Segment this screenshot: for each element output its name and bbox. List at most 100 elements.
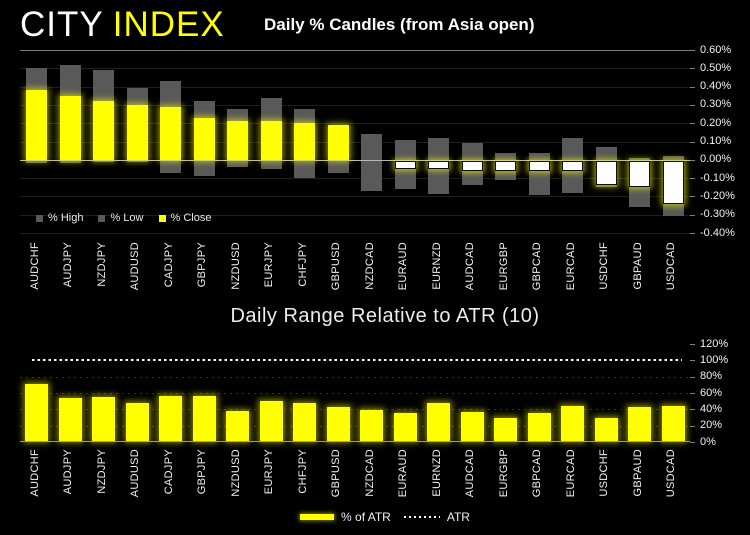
- x-category-label-atr-nzdusd: NZDUSD: [229, 449, 242, 497]
- x-category-label-gbpusd: GBPUSD: [330, 242, 343, 291]
- grid-line: [20, 123, 690, 125]
- y-axis-label: 40%: [700, 402, 723, 415]
- legend-item-low: % Low: [98, 212, 144, 224]
- candle-close-bar-nzdjpy: [93, 101, 115, 160]
- x-category-label-atr-usdcad: USDCAD: [665, 449, 678, 498]
- candle-close-bar-nzdusd: [227, 121, 249, 160]
- candle-close-bar-gbpjpy: [193, 117, 215, 160]
- x-category-label-nzdcad: NZDCAD: [363, 242, 376, 290]
- atr-bar-eurnzd: [427, 402, 451, 441]
- atr-bar-audusd: [125, 402, 149, 441]
- x-category-label-audusd: AUDUSD: [129, 242, 142, 291]
- y-axis-tick: [690, 214, 695, 216]
- x-category-label-atr-chfjpy: CHFJPY: [296, 449, 309, 494]
- y-axis-tick: [690, 409, 695, 411]
- y-axis-tick: [690, 68, 695, 70]
- x-category-label-atr-euraud: EURAUD: [397, 449, 410, 498]
- y-axis-tick: [690, 196, 695, 198]
- atr-bar-nzdusd: [226, 411, 250, 441]
- x-category-label-eurgbp: EURGBP: [497, 242, 510, 291]
- x-category-label-atr-gbpusd: GBPUSD: [330, 449, 343, 498]
- logo-index-text: INDEX: [112, 5, 225, 44]
- y-axis-tick: [690, 86, 695, 88]
- y-axis-label: 0.60%: [700, 43, 732, 56]
- atr-bar-cadjpy: [159, 395, 183, 441]
- legend-label-high: % High: [48, 212, 84, 224]
- x-category-label-atr-gbpjpy: GBPJPY: [196, 449, 209, 495]
- x-category-label-euraud: EURAUD: [397, 242, 410, 291]
- y-axis-label: -0.30%: [700, 208, 735, 221]
- grid-line: [20, 86, 690, 88]
- y-axis-label: 0.40%: [700, 80, 732, 93]
- atr-chart-title: Daily Range Relative to ATR (10): [230, 305, 540, 327]
- atr-bar-swatch-icon: [300, 514, 335, 520]
- y-axis-tick: [690, 344, 695, 345]
- x-category-label-atr-eurgbp: EURGBP: [497, 449, 510, 498]
- atr-chart-plot: [20, 344, 690, 442]
- atr-bar-chfjpy: [293, 402, 317, 441]
- atr-bar-eurgbp: [494, 418, 518, 441]
- legend-item-close: % Close: [158, 212, 212, 224]
- x-category-label-atr-audusd: AUDUSD: [129, 449, 142, 498]
- y-axis-tick: [690, 141, 695, 143]
- x-category-label-eurnzd: EURNZD: [430, 242, 443, 290]
- x-category-label-atr-eurjpy: EURJPY: [263, 449, 276, 495]
- atr-bar-usdcad: [661, 406, 685, 441]
- y-axis-tick: [690, 233, 695, 234]
- candle-close-bar-usdcad: [662, 160, 684, 204]
- candle-close-bar-audusd: [126, 104, 148, 160]
- y-axis-label: 120%: [700, 337, 729, 350]
- grid-line-dotted: [20, 376, 690, 378]
- candle-close-bar-eurcad: [562, 160, 584, 171]
- grid-line: [20, 50, 690, 51]
- candles-chart-title: Daily % Candles (from Asia open): [264, 15, 535, 34]
- x-category-label-audjpy: AUDJPY: [62, 242, 75, 288]
- y-axis-label: 0.50%: [700, 61, 732, 74]
- x-category-label-gbpaud: GBPAUD: [631, 242, 644, 290]
- x-category-label-atr-gbpcad: GBPCAD: [531, 449, 544, 498]
- x-category-label-nzdjpy: NZDJPY: [95, 242, 108, 287]
- legend-label-atr: ATR: [446, 510, 470, 524]
- candle-range-bar-nzdcad: [361, 134, 383, 191]
- zero-line: [20, 159, 690, 161]
- y-axis-tick: [690, 123, 695, 125]
- x-category-label-atr-eurcad: EURCAD: [564, 449, 577, 498]
- atr-bar-euraud: [393, 413, 417, 441]
- grid-line-dotted: [20, 425, 690, 427]
- atr-bar-eurjpy: [259, 401, 283, 441]
- grid-line: [20, 141, 690, 143]
- y-axis-label: 0.10%: [700, 135, 732, 147]
- atr-bar-audchf: [25, 384, 49, 441]
- high-swatch-icon: [36, 214, 43, 222]
- x-category-label-atr-usdchf: USDCHF: [598, 449, 611, 497]
- x-category-label-chfjpy: CHFJPY: [296, 242, 309, 287]
- candle-close-bar-chfjpy: [294, 123, 316, 160]
- legend-label-close: % Close: [170, 212, 212, 224]
- legend-label-low: % Low: [110, 212, 144, 224]
- grid-line-dotted: [20, 393, 690, 394]
- candle-close-bar-audcad: [461, 160, 483, 171]
- x-axis-baseline: [20, 441, 690, 442]
- x-category-label-atr-nzdjpy: NZDJPY: [95, 449, 108, 494]
- y-axis-tick: [690, 393, 695, 394]
- legend-item-high: % High: [36, 212, 83, 224]
- x-category-label-atr-gbpaud: GBPAUD: [631, 449, 644, 497]
- atr-bar-nzdcad: [360, 410, 384, 441]
- atr-dotted-swatch-icon: [403, 516, 440, 518]
- atr-bar-gbpaud: [628, 406, 652, 441]
- x-category-label-atr-audjpy: AUDJPY: [62, 449, 75, 495]
- y-axis-label: 100%: [700, 353, 729, 366]
- x-category-label-eurcad: EURCAD: [564, 242, 577, 291]
- x-category-label-gbpcad: GBPCAD: [531, 242, 544, 291]
- y-axis-label: 80%: [700, 370, 723, 383]
- x-category-label-atr-audcad: AUDCAD: [464, 449, 477, 498]
- y-axis-label: 0.00%: [700, 153, 732, 166]
- atr-dotted-line: [32, 359, 682, 362]
- candle-close-bar-eurjpy: [260, 121, 282, 160]
- x-category-label-atr-nzdcad: NZDCAD: [363, 449, 376, 497]
- candle-close-bar-eurgbp: [495, 160, 517, 171]
- y-axis-label: -0.10%: [700, 171, 735, 184]
- grid-line: [20, 233, 690, 234]
- grid-line: [20, 68, 690, 70]
